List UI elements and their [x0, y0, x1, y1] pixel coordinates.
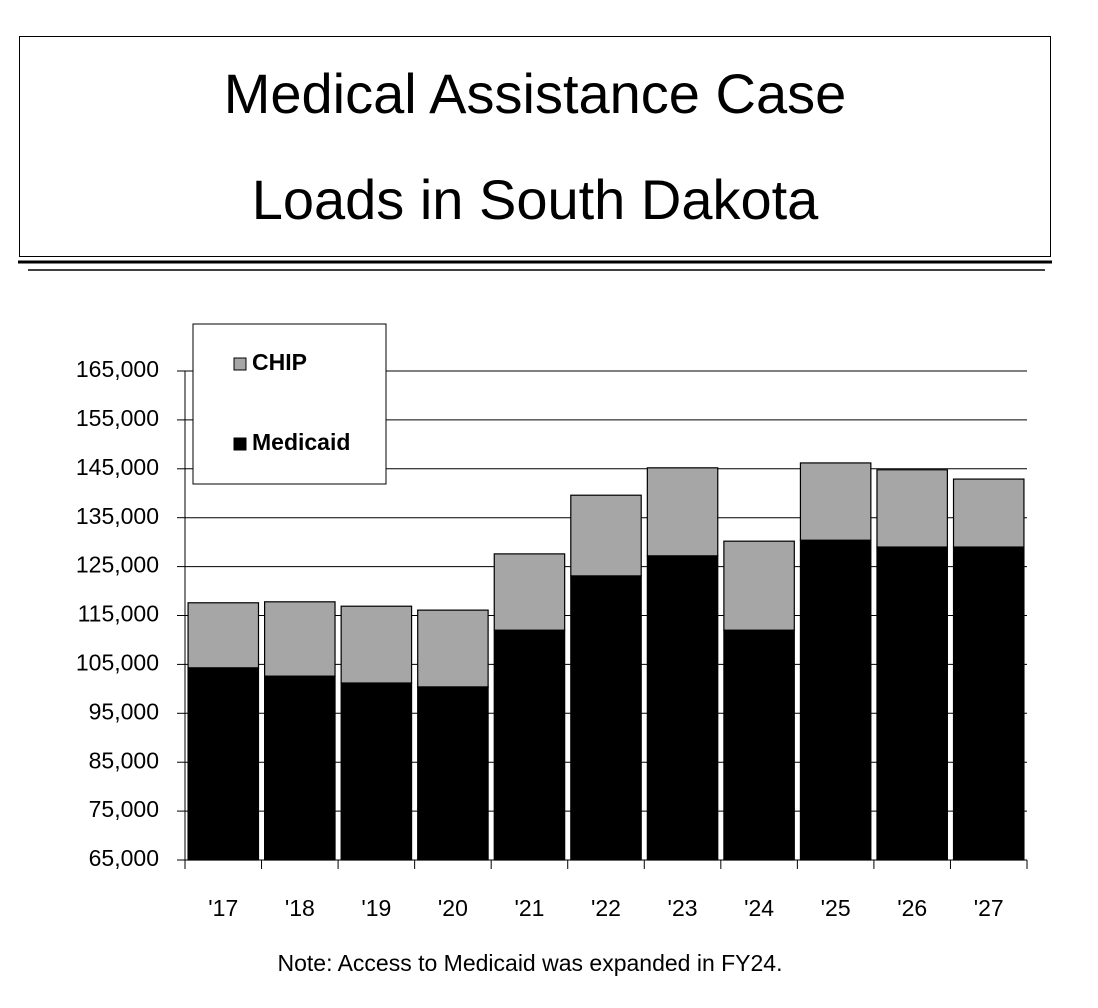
chart-title: Medical Assistance Case Loads in South D… — [223, 61, 847, 231]
bar-segment — [417, 609, 489, 688]
y-tick-label: 155,000 — [76, 405, 159, 431]
bar-segment — [952, 478, 1025, 548]
legend-box — [192, 323, 387, 485]
bar-segment — [340, 605, 413, 684]
bar-segment — [646, 467, 719, 557]
bar-segment — [264, 675, 336, 861]
legend-swatch — [233, 437, 247, 451]
y-tick-label: 145,000 — [76, 454, 159, 480]
x-tick-label: '20 — [438, 895, 468, 921]
y-tick-label: 165,000 — [76, 356, 159, 382]
x-tick-label: '17 — [208, 895, 238, 921]
bar-segment — [340, 682, 413, 861]
y-tick-label: 125,000 — [76, 552, 159, 578]
bar-segment — [723, 540, 795, 631]
x-tick-label: '19 — [361, 895, 391, 921]
x-tick-label: '22 — [591, 895, 621, 921]
x-tick-label: '18 — [285, 895, 315, 921]
legend-swatch — [233, 357, 247, 371]
bar-segment — [799, 462, 872, 541]
x-tick-label: '25 — [821, 895, 851, 921]
bar-segment — [493, 629, 566, 861]
x-tick-label: '24 — [744, 895, 774, 921]
y-tick-label: 95,000 — [89, 698, 159, 724]
bar-segment — [493, 553, 566, 631]
y-tick-label: 135,000 — [76, 503, 159, 529]
y-tick-label: 85,000 — [89, 747, 159, 773]
bar-segment — [876, 469, 948, 548]
x-tick-label: '27 — [974, 895, 1004, 921]
bar-segment — [187, 602, 260, 669]
legend-label: CHIP — [252, 349, 307, 375]
bar-segment — [570, 494, 642, 577]
title-box: Medical Assistance Case Loads in South D… — [19, 36, 1051, 257]
y-tick-label: 105,000 — [76, 649, 159, 675]
x-tick-label: '21 — [514, 895, 544, 921]
note: Note: Access to Medicaid was expanded in… — [277, 950, 782, 976]
bar-segment — [952, 546, 1025, 861]
bar-segment — [723, 629, 795, 861]
x-tick-label: '23 — [668, 895, 698, 921]
bar-segment — [646, 555, 719, 861]
legend-label: Medicaid — [252, 429, 350, 455]
y-tick-label: 75,000 — [89, 796, 159, 822]
bar-segment — [187, 667, 260, 861]
x-tick-label: '26 — [897, 895, 927, 921]
bar-segment — [876, 546, 948, 861]
y-tick-label: 65,000 — [89, 845, 159, 871]
bar-segment — [799, 539, 872, 861]
y-tick-label: 115,000 — [78, 601, 159, 627]
bar-segment — [417, 686, 489, 861]
bar-segment — [264, 601, 336, 677]
bar-segment — [570, 575, 642, 861]
